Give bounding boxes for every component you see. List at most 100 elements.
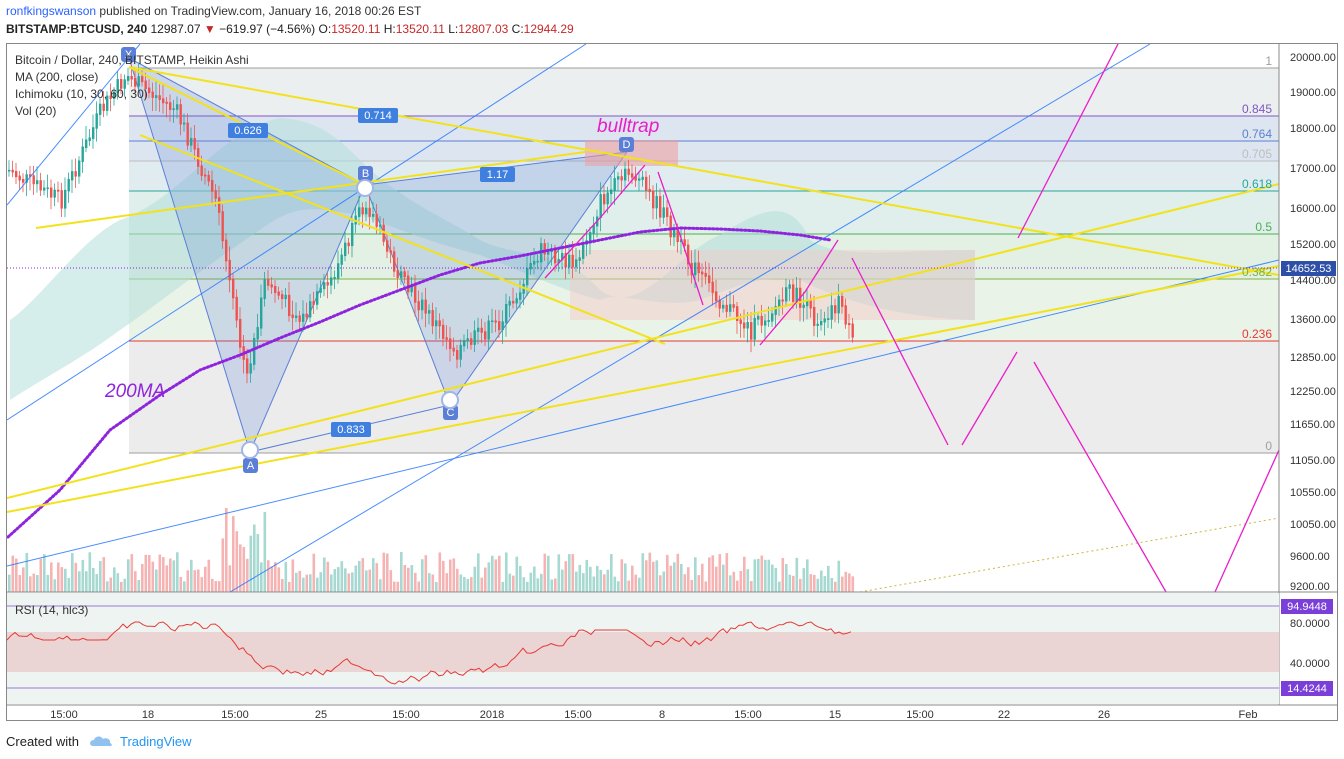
- ma200-note[interactable]: 200MA: [104, 381, 165, 402]
- low-label: L:: [448, 22, 459, 36]
- price-tick: 10050.00: [1290, 519, 1336, 531]
- fib-label: 0.618: [1242, 177, 1272, 191]
- time-tick: 15: [829, 709, 841, 721]
- publish-info: ronfkingswanson published on TradingView…: [6, 4, 421, 18]
- drag-handles[interactable]: [241, 179, 459, 459]
- svg-text:1.17: 1.17: [487, 169, 508, 181]
- rsi-upper-tag: 94.9448: [1281, 599, 1333, 614]
- pattern-point-a[interactable]: A: [243, 458, 258, 473]
- time-tick: 22: [998, 709, 1010, 721]
- ma-200-line: [7, 226, 832, 539]
- down-arrow-icon: ▼: [203, 22, 216, 36]
- svg-text:0.833: 0.833: [337, 424, 365, 436]
- time-tick: 15:00: [50, 709, 78, 721]
- rsi-tick: 80.0000: [1290, 618, 1330, 630]
- svg-text:0.626: 0.626: [234, 125, 262, 137]
- price-tick: 13600.00: [1290, 314, 1336, 326]
- ratio-label: 0.714: [358, 108, 398, 123]
- time-tick: 2018: [480, 709, 504, 721]
- rsi-line: [6, 621, 852, 685]
- price-tick: 11650.00: [1290, 419, 1335, 431]
- harmonic-bcd: [365, 152, 627, 405]
- time-tick: 8: [659, 709, 665, 721]
- legend-volume[interactable]: Vol (20): [15, 104, 57, 118]
- price-tick: 11050.00: [1290, 455, 1335, 467]
- time-tick: 15:00: [392, 709, 420, 721]
- pattern-point-b[interactable]: B: [358, 166, 373, 181]
- svg-text:D: D: [623, 139, 631, 151]
- time-tick: 15:00: [564, 709, 592, 721]
- tradingview-cloud-icon: [89, 734, 113, 751]
- current-price-tag: 14652.53: [1281, 261, 1336, 276]
- time-tick: 25: [315, 709, 327, 721]
- price-tick: 12250.00: [1290, 386, 1336, 398]
- time-tick: Feb: [1239, 709, 1258, 721]
- price-tick: 15200.00: [1290, 239, 1336, 251]
- rsi-band: [7, 632, 1279, 672]
- footer: Created with TradingView: [6, 734, 192, 751]
- high-label: H:: [383, 22, 396, 36]
- pattern-point-x[interactable]: X: [121, 47, 136, 62]
- fib-level-lines: [129, 67, 1279, 454]
- price-tick: 16000.00: [1290, 203, 1336, 215]
- price-axis[interactable]: 20000.00 19000.00 18000.00 17000.00 16000.00…: [1290, 52, 1336, 593]
- last-price: 12987.07: [150, 22, 201, 36]
- projection-arrows[interactable]: [544, 44, 1279, 592]
- author-link[interactable]: ronfkingswanson: [6, 4, 97, 18]
- svg-text:14652.53: 14652.53: [1286, 263, 1332, 275]
- open-value: 13520.11: [331, 22, 381, 36]
- rsi-tick: 40.0000: [1290, 658, 1330, 670]
- time-tick: 18: [142, 709, 154, 721]
- rsi-lower-tag: 14.4244: [1281, 681, 1333, 696]
- created-with-text: Created with: [6, 734, 79, 749]
- pattern-point-c[interactable]: C: [443, 405, 458, 420]
- price-tick: 18000.00: [1290, 123, 1336, 135]
- fib-level-labels: 1 0.845 0.764 0.705 0.618 0.5 0.382 0.236 0: [1242, 54, 1272, 453]
- svg-text:B: B: [362, 168, 369, 180]
- symbol-bar: BITSTAMP:BTCUSD, 240 12987.07 ▼ −619.97 …: [6, 22, 574, 36]
- svg-text:X: X: [125, 49, 133, 61]
- price-tick: 14400.00: [1290, 275, 1336, 287]
- pattern-point-d[interactable]: D: [619, 137, 634, 152]
- time-tick: 26: [1098, 709, 1110, 721]
- ichimoku-cloud: [10, 118, 975, 400]
- price-tick: 12850.00: [1290, 352, 1336, 364]
- volume-bars: [8, 507, 855, 592]
- svg-text:A: A: [247, 460, 255, 472]
- price-tick: 17000.00: [1290, 163, 1336, 175]
- bulltrap-note[interactable]: bulltrap: [597, 116, 659, 137]
- fib-label: 0: [1265, 439, 1272, 453]
- blue-trendlines[interactable]: [7, 44, 1279, 592]
- chart-frame: [6, 43, 1338, 721]
- svg-text:C: C: [447, 407, 455, 419]
- chart-legend: Bitcoin / Dollar, 240, BITSTAMP, Heikin …: [15, 52, 249, 120]
- fib-label: 0.5: [1255, 220, 1272, 234]
- fib-label: 0.382: [1242, 265, 1272, 279]
- open-label: O:: [318, 22, 332, 36]
- fib-label: 0.764: [1242, 127, 1272, 141]
- symbol-name[interactable]: BITSTAMP:BTCUSD, 240: [6, 22, 148, 36]
- ratio-label: 1.17: [480, 167, 515, 182]
- time-tick: 15:00: [221, 709, 249, 721]
- yellow-trendlines[interactable]: [7, 66, 1279, 513]
- low-value: 12807.03: [458, 22, 509, 36]
- ratio-label: 0.626: [228, 123, 268, 138]
- svg-text:0.714: 0.714: [364, 110, 392, 122]
- close-label: C:: [511, 22, 524, 36]
- time-axis[interactable]: 15:00 18 15:00 25 15:00 2018 15:00 8 15:00 15 15:0…: [50, 709, 1257, 721]
- ratio-label: 0.833: [331, 422, 371, 437]
- fib-label: 1: [1265, 54, 1272, 68]
- publish-text: published on TradingView.com, January 16…: [96, 4, 422, 18]
- tradingview-link[interactable]: TradingView: [120, 734, 192, 749]
- legend-ma[interactable]: MA (200, close): [15, 70, 99, 84]
- legend-title[interactable]: Bitcoin / Dollar, 240, BITSTAMP, Heikin …: [15, 53, 249, 67]
- fib-label: 0.845: [1242, 102, 1272, 116]
- time-tick: 15:00: [906, 709, 934, 721]
- price-tick: 9600.00: [1290, 551, 1330, 563]
- high-value: 13520.11: [395, 22, 445, 36]
- legend-ichimoku[interactable]: Ichimoku (10, 30, 60, 30): [15, 87, 148, 101]
- svg-text:94.9448: 94.9448: [1287, 601, 1327, 613]
- close-value: 12944.29: [523, 22, 574, 36]
- rsi-legend[interactable]: RSI (14, hlc3): [15, 603, 89, 617]
